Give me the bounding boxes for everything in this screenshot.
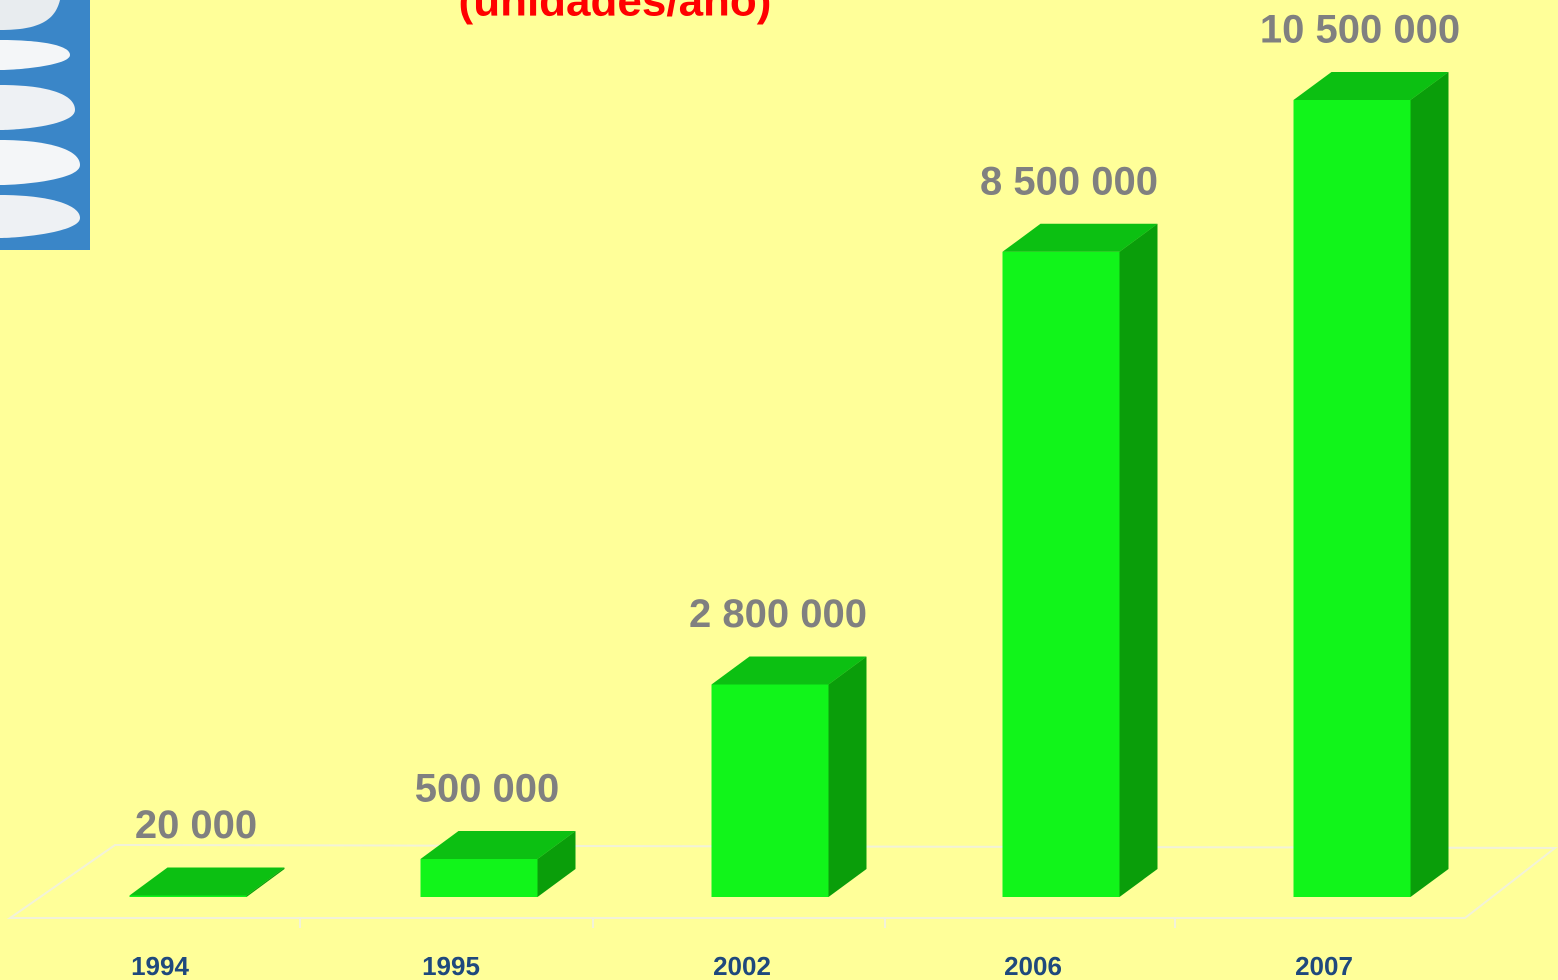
chart: (unidades/año) 20 000 1994 500 000 1995 2 80…	[0, 0, 1558, 980]
value-label: 500 000	[415, 767, 560, 811]
bar	[1003, 224, 1158, 897]
x-tick-label: 2007	[1295, 951, 1353, 980]
bar-front	[421, 859, 538, 897]
bar-front	[1003, 252, 1120, 897]
value-label: 20 000	[135, 803, 257, 847]
value-label: 2 800 000	[689, 592, 867, 636]
bar-front	[712, 684, 829, 897]
value-label: 10 500 000	[1260, 8, 1460, 52]
page: {"chart_data": {"type": "bar3d", "title"…	[0, 0, 1558, 980]
bar-side	[829, 656, 867, 897]
bar-front	[1294, 100, 1411, 897]
x-tick-label: 1994	[131, 951, 189, 980]
bulb-image	[0, 0, 90, 250]
bar	[1294, 72, 1449, 897]
value-label: 8 500 000	[980, 159, 1158, 203]
bar-side	[1411, 72, 1449, 897]
bar-front	[130, 895, 247, 897]
x-tick-label: 2002	[713, 951, 771, 980]
bar-side	[1120, 224, 1158, 897]
bar	[712, 656, 867, 897]
chart-title: (unidades/año)	[459, 0, 772, 26]
x-tick-label: 2006	[1004, 951, 1062, 980]
x-tick-label: 1995	[422, 951, 480, 980]
